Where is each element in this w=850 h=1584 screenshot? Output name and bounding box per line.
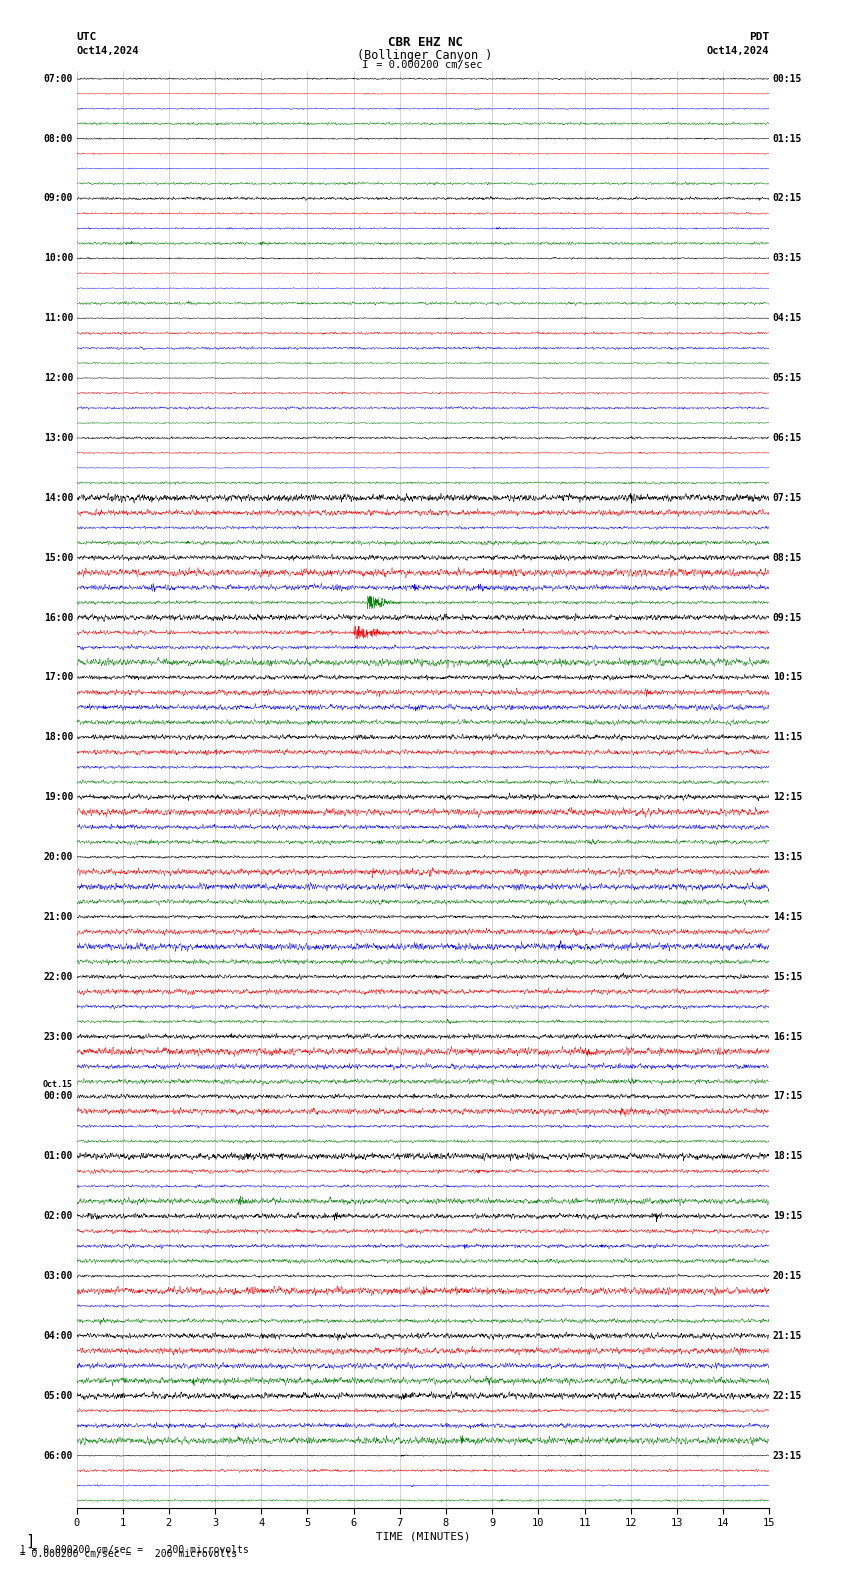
Text: 14:00: 14:00 bbox=[43, 493, 73, 502]
Text: 13:15: 13:15 bbox=[773, 852, 802, 862]
Text: I: I bbox=[362, 60, 369, 70]
Text: 09:15: 09:15 bbox=[773, 613, 802, 623]
Text: 23:15: 23:15 bbox=[773, 1451, 802, 1460]
Text: CBR EHZ NC: CBR EHZ NC bbox=[388, 36, 462, 49]
Text: Oct14,2024: Oct14,2024 bbox=[76, 46, 139, 55]
Text: 08:00: 08:00 bbox=[43, 133, 73, 144]
Text: 01:15: 01:15 bbox=[773, 133, 802, 144]
Text: 18:00: 18:00 bbox=[43, 732, 73, 743]
Text: ]: ] bbox=[8, 1535, 36, 1549]
Text: 06:15: 06:15 bbox=[773, 432, 802, 444]
Text: 07:15: 07:15 bbox=[773, 493, 802, 502]
Text: 21:15: 21:15 bbox=[773, 1331, 802, 1342]
Text: UTC: UTC bbox=[76, 32, 97, 41]
Text: 13:00: 13:00 bbox=[43, 432, 73, 444]
Text: 11:15: 11:15 bbox=[773, 732, 802, 743]
Text: 19:15: 19:15 bbox=[773, 1212, 802, 1221]
Text: 02:00: 02:00 bbox=[43, 1212, 73, 1221]
Text: Oct.15: Oct.15 bbox=[43, 1080, 73, 1088]
Text: 19:00: 19:00 bbox=[43, 792, 73, 802]
Text: 06:00: 06:00 bbox=[43, 1451, 73, 1460]
Text: 05:15: 05:15 bbox=[773, 374, 802, 383]
Text: 22:15: 22:15 bbox=[773, 1391, 802, 1400]
Text: 09:00: 09:00 bbox=[43, 193, 73, 203]
Text: 15:00: 15:00 bbox=[43, 553, 73, 562]
Text: 12:00: 12:00 bbox=[43, 374, 73, 383]
Text: 14:15: 14:15 bbox=[773, 912, 802, 922]
Text: (Bollinger Canyon ): (Bollinger Canyon ) bbox=[357, 49, 493, 62]
Text: 16:15: 16:15 bbox=[773, 1031, 802, 1042]
Text: 17:00: 17:00 bbox=[43, 672, 73, 683]
Text: 07:00: 07:00 bbox=[43, 74, 73, 84]
Text: 04:00: 04:00 bbox=[43, 1331, 73, 1342]
Text: 01:00: 01:00 bbox=[43, 1152, 73, 1161]
Text: 04:15: 04:15 bbox=[773, 314, 802, 323]
Text: 03:15: 03:15 bbox=[773, 253, 802, 263]
Text: 17:15: 17:15 bbox=[773, 1091, 802, 1101]
Text: ] = 0.000200 cm/sec =    200 microvolts: ] = 0.000200 cm/sec = 200 microvolts bbox=[8, 1544, 249, 1554]
X-axis label: TIME (MINUTES): TIME (MINUTES) bbox=[376, 1532, 470, 1541]
Text: 11:00: 11:00 bbox=[43, 314, 73, 323]
Text: PDT: PDT bbox=[749, 32, 769, 41]
Text: Oct14,2024: Oct14,2024 bbox=[706, 46, 769, 55]
Text: = 0.000200 cm/sec: = 0.000200 cm/sec bbox=[370, 60, 482, 70]
Text: 20:15: 20:15 bbox=[773, 1270, 802, 1281]
Text: 03:00: 03:00 bbox=[43, 1270, 73, 1281]
Text: 23:00: 23:00 bbox=[43, 1031, 73, 1042]
Text: 12:15: 12:15 bbox=[773, 792, 802, 802]
Text: 15:15: 15:15 bbox=[773, 971, 802, 982]
Text: 22:00: 22:00 bbox=[43, 971, 73, 982]
Text: 20:00: 20:00 bbox=[43, 852, 73, 862]
Text: 00:00: 00:00 bbox=[43, 1091, 73, 1101]
Text: 02:15: 02:15 bbox=[773, 193, 802, 203]
Text: 10:00: 10:00 bbox=[43, 253, 73, 263]
Text: 16:00: 16:00 bbox=[43, 613, 73, 623]
Text: = 0.000200 cm/sec =    200 microvolts: = 0.000200 cm/sec = 200 microvolts bbox=[8, 1549, 238, 1559]
Text: 05:00: 05:00 bbox=[43, 1391, 73, 1400]
Text: 00:15: 00:15 bbox=[773, 74, 802, 84]
Text: 18:15: 18:15 bbox=[773, 1152, 802, 1161]
Text: 10:15: 10:15 bbox=[773, 672, 802, 683]
Text: 21:00: 21:00 bbox=[43, 912, 73, 922]
Text: 08:15: 08:15 bbox=[773, 553, 802, 562]
